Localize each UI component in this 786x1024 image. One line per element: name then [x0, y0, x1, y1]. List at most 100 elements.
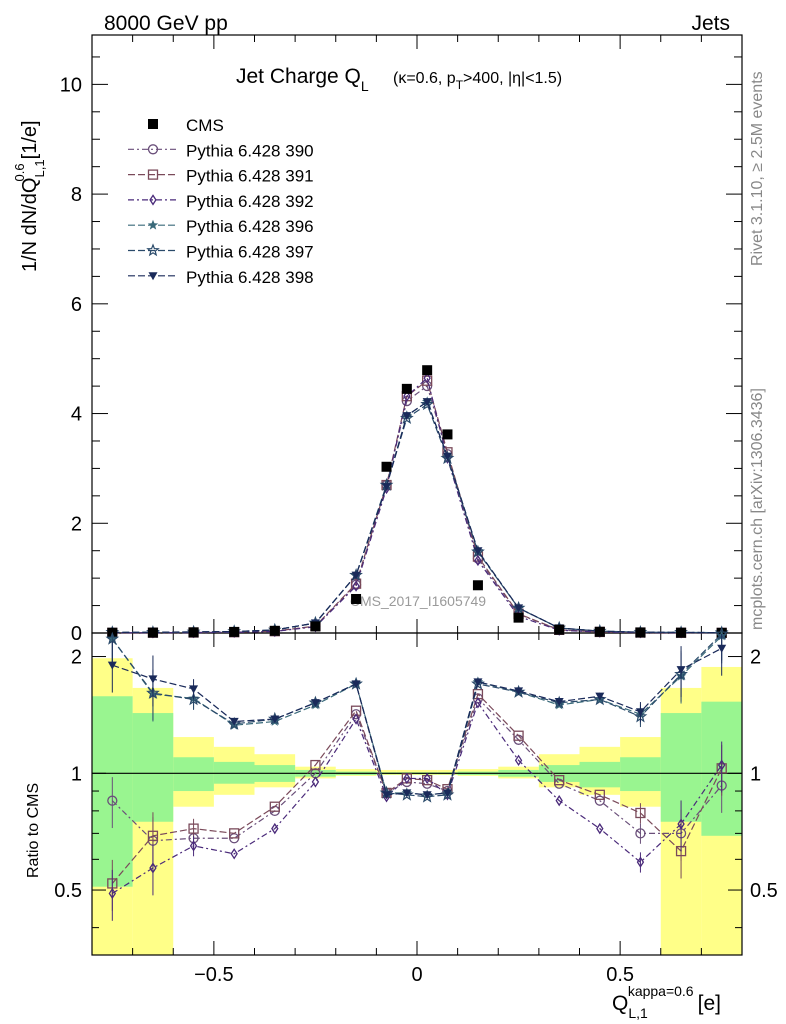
- marker-diamond: [352, 580, 360, 592]
- marker-triangle-down: [514, 687, 524, 696]
- marker-triangle-down: [229, 717, 239, 726]
- marker-triangle-down: [554, 698, 564, 707]
- marker-diamond: [403, 772, 411, 785]
- marker-filled-square: [594, 626, 605, 637]
- x-axis-label: QL,1 kappa=0.6[e]: [612, 983, 721, 1021]
- ratio-tick-label: 2: [750, 647, 761, 669]
- series-line-main: [112, 376, 722, 634]
- marker-square: [188, 823, 199, 834]
- ylabel-sub: L,1: [32, 159, 47, 177]
- marker-star: [147, 219, 159, 230]
- band-green-bin: [173, 757, 214, 792]
- y-axis-label: 1/N dN/dQL,1 0.6 [1/e]: [12, 120, 47, 272]
- marker-circle: [594, 795, 605, 806]
- series-line-ratio: [111, 697, 723, 842]
- ylabel-sup: 0.6: [12, 163, 27, 181]
- series-line-ratio: [111, 692, 723, 884]
- xlabel-sup: kappa=0.6: [628, 983, 694, 999]
- marker-triangle-down: [148, 272, 158, 281]
- marker-triangle-down: [473, 678, 483, 687]
- ratio-axis-label: Ratio to CMS: [25, 783, 42, 878]
- chart-title-detail: (κ=0.6, pT>400, |η|<1.5): [393, 70, 562, 92]
- marker-triangle-down: [270, 715, 280, 724]
- ylabel-unit: [1/e]: [19, 120, 41, 159]
- marker-triangle-down: [148, 675, 158, 684]
- series-line-ratio: [111, 633, 723, 798]
- marker-square: [594, 789, 605, 800]
- series-line-ratio: [111, 701, 723, 894]
- ratio-tick-label: 0.5: [750, 880, 778, 902]
- marker-diamond: [189, 840, 198, 852]
- marker-filled-square: [472, 580, 483, 591]
- marker-filled-square: [442, 429, 453, 440]
- marker-diamond: [423, 772, 431, 785]
- marker-filled-square: [401, 383, 412, 394]
- marker-filled-square: [229, 626, 240, 637]
- marker-diamond: [271, 822, 279, 835]
- marker-triangle-down: [402, 412, 412, 421]
- marker-filled-square: [381, 461, 392, 472]
- xlabel-sub: L,1: [628, 1005, 648, 1021]
- legend-label: Pythia 6.428 396: [186, 217, 314, 236]
- marker-diamond: [677, 818, 685, 830]
- marker-triangle-down: [351, 680, 361, 689]
- marker-square: [147, 169, 159, 180]
- marker-square: [635, 807, 646, 819]
- x-tick-label: −0.5: [194, 964, 233, 986]
- ratio-tick-label: 2: [71, 647, 82, 669]
- y-tick-label: 4: [71, 404, 82, 426]
- marker-star-open: [186, 692, 201, 706]
- band-green-bin: [132, 713, 174, 822]
- marker-filled-square: [513, 612, 524, 623]
- marker-triangle-down: [442, 452, 452, 461]
- marker-filled-square: [310, 621, 321, 632]
- marker-square: [310, 759, 321, 771]
- ratio-series: [105, 626, 729, 921]
- marker-filled-square: [422, 365, 433, 376]
- marker-diamond: [352, 713, 360, 725]
- marker-diamond: [474, 554, 482, 567]
- marker-circle: [107, 795, 118, 806]
- xlabel-unit: [e]: [698, 992, 721, 1015]
- marker-star-open: [105, 631, 120, 645]
- marker-square: [422, 775, 433, 786]
- marker-triangle-down: [382, 483, 392, 492]
- marker-diamond: [514, 754, 523, 767]
- marker-triangle-down: [676, 666, 686, 675]
- title-main: Jet Charge Q: [236, 65, 361, 88]
- title-detail: (κ=0.6, p: [393, 70, 456, 87]
- marker-star-open: [399, 410, 414, 424]
- marker-filled-square: [676, 627, 687, 638]
- marker-square: [422, 375, 433, 386]
- uncertainty-bands: [92, 658, 742, 955]
- marker-diamond: [423, 372, 431, 384]
- marker-triangle-down: [422, 398, 432, 407]
- marker-triangle-down: [635, 708, 645, 717]
- marker-filled-square: [269, 625, 280, 636]
- legend-label: Pythia 6.428 390: [186, 141, 314, 160]
- marker-diamond: [108, 887, 117, 900]
- marker-filled-square: [148, 119, 158, 129]
- marker-diamond: [149, 194, 157, 206]
- marker-diamond: [596, 822, 604, 835]
- x-tick-label: 0: [411, 964, 422, 986]
- marker-triangle-down: [402, 789, 412, 798]
- marker-triangle-down: [473, 547, 483, 556]
- marker-filled-square: [188, 627, 199, 638]
- y-tick-label: 6: [71, 294, 82, 316]
- mcplots-label: mcplots.cern.ch [arXiv:1306.3436]: [749, 388, 766, 630]
- y-tick-label: 10: [60, 74, 82, 96]
- marker-triangle-down: [595, 692, 605, 701]
- marker-triangle-down: [310, 699, 320, 708]
- legend-label: Pythia 6.428 391: [186, 167, 314, 186]
- marker-diamond: [311, 776, 320, 788]
- legend-label: Pythia 6.428 392: [186, 192, 314, 211]
- ylabel-text: 1/N dN/dQ: [19, 178, 41, 272]
- title-detail-rest: >400, |η|<1.5): [463, 70, 562, 87]
- marker-diamond: [717, 759, 726, 771]
- analysis-watermark: CMS_2017_I1605749: [350, 593, 486, 609]
- marker-filled-square: [635, 627, 646, 638]
- marker-square: [269, 801, 280, 812]
- title-detail-sub: T: [456, 78, 464, 92]
